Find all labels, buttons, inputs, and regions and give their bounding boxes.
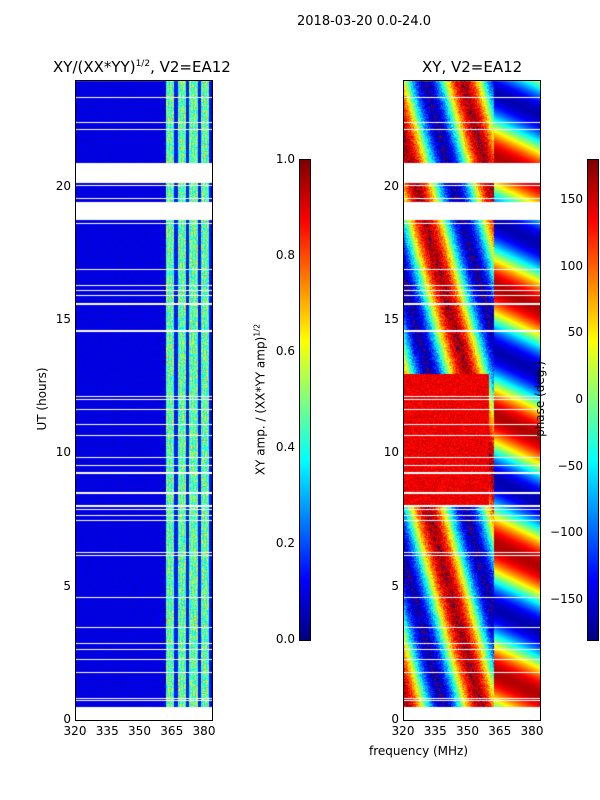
- amp-colorbar-label: XY amp. / (XX*YY amp)1/2: [253, 310, 268, 490]
- y-tick-label: 5: [391, 578, 399, 593]
- colorbar-tick-label: 150: [560, 192, 583, 206]
- title-main: XY/(XX*YY): [53, 58, 136, 76]
- colorbar-tick-label: −150: [550, 592, 583, 606]
- amp-y-label: UT (hours): [35, 367, 49, 431]
- colorbar-tick-label: 0.8: [275, 248, 295, 262]
- amp-heatmap: [75, 80, 212, 720]
- x-tick-label: 350: [456, 724, 479, 738]
- y-tick-label: 5: [63, 578, 71, 593]
- phase-plot-title: XY, V2=EA12: [422, 58, 523, 76]
- cb-label-main: XY amp. / (XX*YY amp): [253, 336, 268, 476]
- y-tick-label: 0: [391, 712, 399, 726]
- y-tick-label: 20: [383, 178, 399, 193]
- colorbar-tick-label: 1.0: [275, 152, 295, 166]
- x-tick-label: 350: [128, 724, 151, 738]
- y-tick-label: 15: [383, 312, 399, 326]
- figure-title: 2018-03-20 0.0-24.0: [297, 14, 431, 29]
- y-tick-label: 15: [55, 312, 71, 326]
- amp-axes-frame: [75, 80, 213, 721]
- y-tick-label: 20: [55, 178, 71, 193]
- x-tick-label: 365: [160, 724, 184, 738]
- phase-colorbar-frame: [587, 159, 599, 641]
- x-tick-label: 335: [95, 724, 119, 738]
- phase-heatmap: [403, 80, 540, 720]
- colorbar-tick-label: 0.4: [275, 440, 295, 454]
- colorbar-tick-label: 100: [560, 258, 583, 273]
- x-tick-label: 320: [391, 724, 415, 738]
- phase-colorbar-label: phase (deg.): [533, 361, 547, 437]
- cb-label-sup: 1/2: [252, 323, 262, 337]
- amp-colorbar: [300, 160, 310, 640]
- colorbar-tick-label: 0.0: [275, 632, 295, 646]
- amp-plot-title: XY/(XX*YY)1/2, V2=EA12: [53, 58, 231, 76]
- phase-colorbar: [588, 160, 598, 640]
- x-tick-label: 365: [488, 724, 512, 738]
- x-tick-label: 320: [63, 724, 87, 738]
- y-tick-label: 10: [383, 445, 399, 460]
- y-tick-label: 0: [63, 712, 71, 726]
- colorbar-tick-label: 0: [575, 392, 583, 406]
- colorbar-tick-label: 50: [567, 325, 583, 340]
- phase-axes-frame: [403, 80, 541, 721]
- title-sup: 1/2: [135, 59, 151, 69]
- colorbar-tick-label: −100: [550, 525, 583, 540]
- amp-colorbar-frame: [299, 159, 311, 641]
- x-tick-label: 380: [520, 724, 544, 738]
- colorbar-tick-label: −50: [557, 458, 583, 473]
- colorbar-tick-label: 0.6: [275, 344, 295, 358]
- title-tail: , V2=EA12: [150, 58, 231, 76]
- x-tick-label: 335: [423, 724, 447, 738]
- x-tick-label: 380: [192, 724, 216, 738]
- y-tick-label: 10: [55, 445, 71, 460]
- colorbar-tick-label: 0.2: [275, 536, 295, 550]
- x-axis-label: frequency (MHz): [369, 744, 469, 758]
